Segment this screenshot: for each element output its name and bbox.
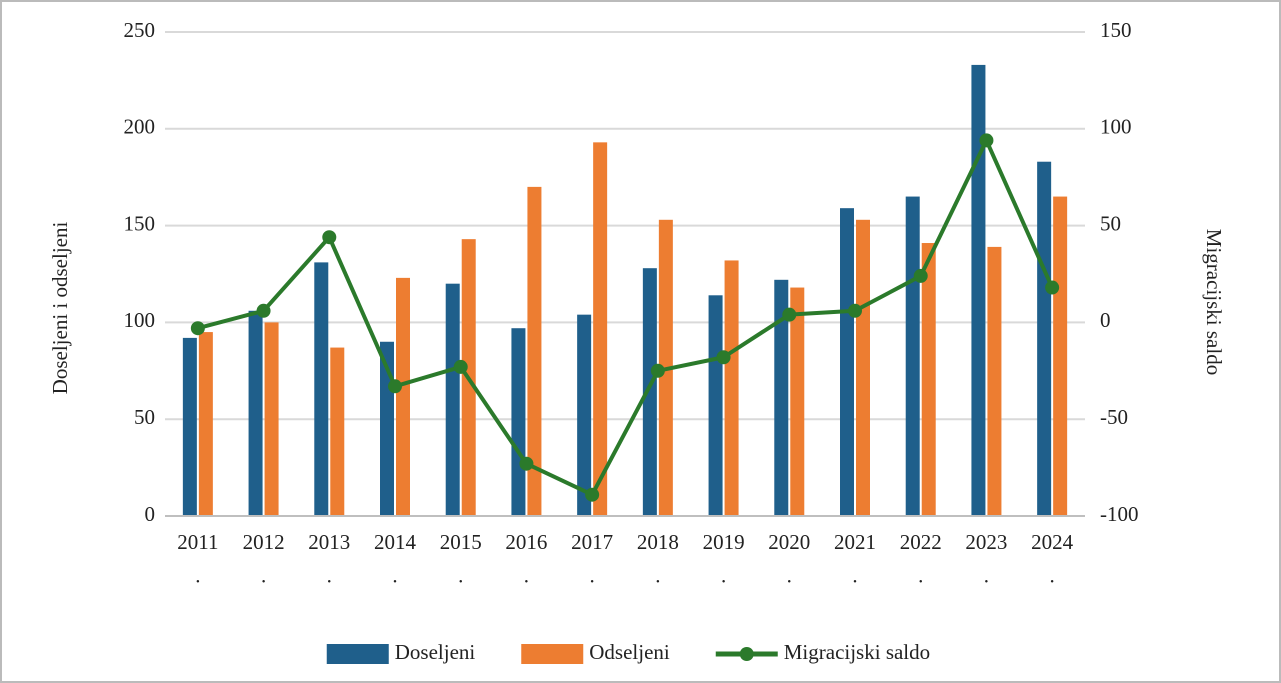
bar <box>1037 161 1052 516</box>
bar <box>182 337 197 516</box>
bar <box>264 322 279 516</box>
bar <box>790 287 805 516</box>
legend-swatch <box>739 647 754 661</box>
x-tick-label: 2013. <box>308 530 350 588</box>
bar <box>921 243 936 517</box>
x-tick-label: 2020. <box>768 530 810 588</box>
y-tick-label: 100 <box>124 308 156 332</box>
x-tick-label: 2015. <box>440 530 482 588</box>
bar <box>856 219 870 517</box>
line-point <box>388 379 402 394</box>
y2-tick-label: -50 <box>1100 405 1128 429</box>
x-tick-label: 2011. <box>177 530 218 588</box>
y2-tick-label: -100 <box>1100 502 1139 526</box>
x-tick-label: 2023. <box>965 530 1007 588</box>
line-point <box>913 268 928 283</box>
bar <box>840 208 854 516</box>
bar <box>527 186 542 516</box>
line-point <box>190 321 205 336</box>
line-point <box>322 230 337 245</box>
bar <box>971 64 986 517</box>
line-point <box>256 303 271 318</box>
bar <box>708 295 723 516</box>
y-tick-label: 250 <box>124 18 156 42</box>
line-point <box>848 303 862 318</box>
x-tick-label: 2018. <box>637 530 679 588</box>
bar <box>642 268 657 516</box>
y-tick-label: 0 <box>145 502 156 526</box>
x-tick-label: 2022. <box>900 530 942 588</box>
y2-tick-label: 100 <box>1100 115 1132 139</box>
x-tick-label: 2016. <box>505 530 547 588</box>
line-point <box>519 456 534 471</box>
x-tick-label: 2024. <box>1031 530 1074 588</box>
legend-label: Migracijski saldo <box>784 640 930 664</box>
bar <box>577 314 592 516</box>
line-point <box>650 363 665 378</box>
y-tick-label: 150 <box>124 211 156 235</box>
legend-label: Doseljeni <box>395 640 476 664</box>
line-point <box>453 359 468 374</box>
legend-swatch <box>521 644 584 664</box>
x-tick-label: 2012. <box>243 530 285 588</box>
bar <box>987 246 1002 516</box>
line-point <box>1045 280 1060 295</box>
bar <box>248 310 263 516</box>
bar <box>511 328 526 516</box>
y-axis-title: Doseljeni i odseljeni <box>48 222 72 395</box>
y-tick-label: 200 <box>124 115 156 139</box>
bar <box>724 260 739 516</box>
line-point <box>782 307 797 322</box>
bar <box>396 277 410 516</box>
y2-tick-label: 50 <box>1100 211 1121 235</box>
bar <box>905 196 920 516</box>
line-point <box>979 133 994 148</box>
line-point <box>585 487 600 502</box>
bar <box>330 347 345 516</box>
y2-tick-label: 150 <box>1100 18 1132 42</box>
bar <box>445 283 460 516</box>
x-tick-label: 2014. <box>374 530 417 588</box>
y-tick-label: 50 <box>134 405 155 429</box>
bar <box>774 279 789 516</box>
line <box>197 138 1054 497</box>
x-tick-label: 2017. <box>571 530 613 588</box>
y2-tick-label: 0 <box>1100 308 1111 332</box>
y2-axis-title: Migracijski saldo <box>1202 229 1226 375</box>
x-tick-label: 2021. <box>834 530 876 588</box>
bar <box>1053 196 1068 516</box>
x-tick-label: 2019. <box>703 530 745 588</box>
bar <box>593 142 608 517</box>
legend-swatch <box>326 644 389 664</box>
line-point <box>716 350 731 365</box>
legend-label: Odseljeni <box>589 640 670 664</box>
bar <box>198 332 213 516</box>
bar <box>314 262 329 516</box>
